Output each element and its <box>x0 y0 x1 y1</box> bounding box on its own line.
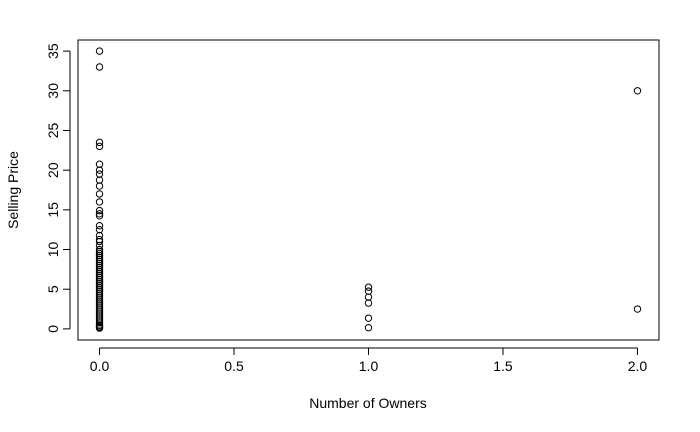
y-tick-label: 30 <box>45 83 61 99</box>
data-point <box>95 138 104 147</box>
data-point <box>95 198 104 206</box>
data-point <box>95 47 104 55</box>
x-axis: 0.0 0.5 1.0 1.5 2.0 <box>90 347 648 374</box>
x-axis-label: Number of Owners <box>309 395 426 411</box>
x-tick-label: 1.0 <box>359 358 379 374</box>
data-point <box>95 176 104 184</box>
data-point <box>364 283 373 291</box>
x-tick-label: 1.5 <box>493 358 513 374</box>
data-point <box>364 323 373 332</box>
y-tick-label: 15 <box>45 202 61 218</box>
data-point <box>364 299 373 307</box>
data-point <box>633 305 642 313</box>
data-point <box>633 87 642 95</box>
y-tick-label: 10 <box>45 242 61 258</box>
data-point <box>95 222 104 230</box>
y-tick-label: 5 <box>45 285 61 293</box>
data-point <box>95 210 104 218</box>
data-points <box>95 47 642 332</box>
data-point <box>95 160 104 168</box>
x-tick-label: 2.0 <box>628 358 648 374</box>
data-point <box>95 225 104 234</box>
data-point <box>364 287 373 295</box>
data-point <box>95 212 104 220</box>
data-point <box>95 166 104 174</box>
data-point <box>95 182 104 190</box>
data-point <box>95 63 104 71</box>
data-point <box>95 237 104 246</box>
data-point <box>95 206 104 215</box>
data-point <box>364 293 373 301</box>
x-tick-label: 0.5 <box>224 358 244 374</box>
y-tick-label: 35 <box>45 43 61 59</box>
data-point <box>95 324 104 332</box>
plot-frame <box>77 39 660 341</box>
y-tick-label: 0 <box>45 325 61 333</box>
data-point <box>95 170 104 178</box>
data-point <box>95 142 104 151</box>
y-tick-label: 20 <box>45 162 61 178</box>
y-axis: 0 5 10 15 20 25 30 35 <box>45 43 71 333</box>
data-point <box>95 190 104 198</box>
data-point <box>364 314 373 322</box>
y-axis-label: Selling Price <box>5 151 21 229</box>
x-tick-label: 0.0 <box>90 358 110 374</box>
data-point <box>95 319 104 327</box>
y-tick-label: 25 <box>45 122 61 138</box>
